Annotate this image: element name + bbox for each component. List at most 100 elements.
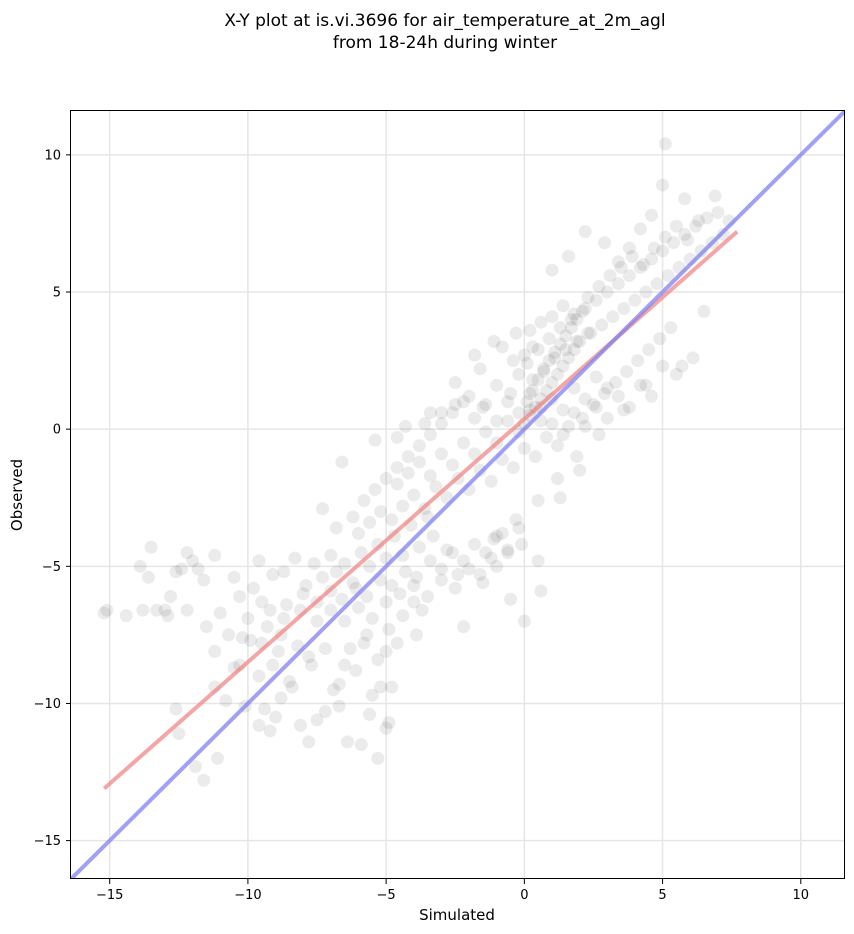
scatter-point — [401, 466, 415, 480]
scatter-point — [468, 447, 482, 461]
scatter-point — [246, 581, 260, 595]
scatter-point — [645, 389, 658, 403]
scatter-point — [457, 395, 471, 409]
scatter-point — [650, 277, 664, 291]
scatter-point — [509, 326, 523, 340]
scatter-point — [274, 691, 288, 705]
x-tick-label: −10 — [234, 888, 261, 903]
scatter-point — [589, 293, 603, 307]
scatter-point — [382, 622, 396, 636]
scatter-point — [490, 378, 504, 392]
scatter-point — [564, 321, 578, 335]
scatter-point — [434, 562, 448, 576]
scatter-point — [647, 241, 661, 255]
y-tick-label: 5 — [53, 286, 61, 301]
scatter-point — [365, 611, 379, 625]
scatter-point — [393, 587, 407, 601]
scatter-point — [611, 277, 625, 291]
scatter-point — [462, 389, 476, 403]
scatter-point — [567, 307, 581, 321]
scatter-point — [374, 680, 388, 694]
scatter-point — [211, 751, 225, 765]
y-tick-label: 10 — [44, 148, 61, 163]
scatter-point — [197, 773, 211, 787]
scatter-point — [332, 699, 346, 713]
scatter-point — [517, 614, 531, 628]
scatter-point — [340, 735, 354, 749]
scatter-point — [468, 348, 482, 362]
scatter-point — [559, 329, 573, 343]
scatter-point — [537, 362, 551, 376]
scatter-point — [172, 727, 186, 741]
scatter-point — [551, 439, 565, 453]
y-axis-ticks: −15 −10 −5 0 5 10 — [34, 148, 71, 849]
scatter-point — [517, 348, 531, 362]
scatter-point — [501, 414, 515, 428]
scatter-point — [327, 683, 341, 697]
scatter-point — [678, 227, 692, 241]
scatter-point — [329, 521, 343, 535]
scatter-point — [266, 658, 280, 672]
scatter-point — [385, 513, 399, 527]
scatter-point — [645, 208, 658, 222]
scatter-point — [299, 579, 313, 593]
scatter-point — [360, 589, 374, 603]
scatter-point — [545, 417, 559, 431]
scatter-point — [487, 334, 501, 348]
scatter-point — [462, 562, 476, 576]
scatter-point — [316, 502, 330, 516]
scatter-point — [136, 603, 150, 617]
scatter-point — [426, 529, 440, 543]
scatter-point — [573, 463, 587, 477]
scatter-point — [316, 570, 330, 584]
scatter-point — [285, 680, 299, 694]
scatter-point — [562, 351, 576, 365]
scatter-point — [188, 760, 202, 774]
scatter-point — [169, 702, 183, 716]
scatter-point — [512, 406, 526, 420]
scatter-point — [423, 406, 437, 420]
scatter-point — [656, 244, 670, 258]
scatter-point — [708, 189, 722, 203]
scatter-point — [570, 312, 584, 326]
scatter-point — [351, 600, 365, 614]
y-tick-label: −5 — [42, 560, 61, 575]
scatter-point — [609, 376, 623, 390]
grid-lines — [71, 111, 845, 879]
scatter-point — [288, 551, 302, 565]
scatter-point — [551, 472, 565, 486]
scatter-point — [622, 400, 636, 414]
scatter-point — [401, 450, 415, 464]
scatter-point — [473, 362, 487, 376]
scatter-point — [542, 354, 556, 368]
scatter-point — [556, 403, 570, 417]
scatter-point — [363, 559, 377, 573]
scatter-point — [501, 543, 515, 557]
scatter-point — [586, 397, 600, 411]
scatter-point — [390, 477, 404, 491]
scatter-point — [504, 387, 518, 401]
scatter-point — [158, 603, 172, 617]
scatter-point — [233, 589, 247, 603]
scatter-point — [600, 411, 614, 425]
scatter-point — [515, 537, 529, 551]
scatter-point — [349, 664, 363, 678]
scatter-point — [271, 644, 285, 658]
scatter-point — [252, 718, 266, 732]
scatter-point — [302, 650, 316, 664]
scatter-point — [700, 211, 714, 225]
scatter-point — [711, 205, 725, 219]
scatter-point — [296, 587, 310, 601]
scatter-point — [269, 710, 283, 724]
scatter-point — [332, 677, 346, 691]
scatter-point — [258, 702, 271, 716]
scatter-point — [476, 576, 490, 590]
scatter-point — [606, 310, 620, 324]
scatter-point — [360, 628, 374, 642]
scatter-point — [504, 592, 518, 606]
scatter-point — [592, 280, 606, 294]
scatter-point — [633, 378, 647, 392]
scatter-point — [440, 543, 454, 557]
scatter-point — [501, 395, 515, 409]
scatter-point — [255, 595, 269, 609]
